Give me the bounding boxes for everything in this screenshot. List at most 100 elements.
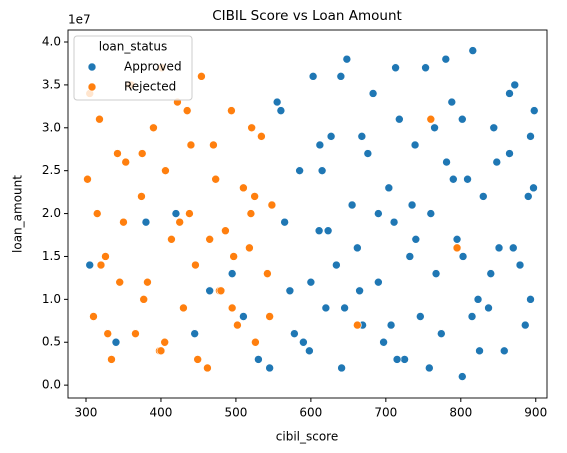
point bbox=[426, 209, 436, 218]
point bbox=[526, 295, 535, 304]
point bbox=[353, 320, 362, 330]
point bbox=[374, 209, 383, 218]
point bbox=[285, 286, 295, 296]
point bbox=[510, 80, 520, 90]
point bbox=[160, 337, 169, 347]
point bbox=[92, 209, 102, 218]
point bbox=[245, 243, 254, 253]
point bbox=[347, 200, 357, 210]
point bbox=[478, 192, 488, 201]
point bbox=[299, 337, 308, 347]
point bbox=[411, 235, 421, 244]
point bbox=[426, 114, 436, 124]
point bbox=[379, 337, 388, 347]
point bbox=[101, 252, 110, 261]
point bbox=[314, 226, 324, 236]
point bbox=[295, 166, 304, 175]
point bbox=[239, 312, 248, 321]
point bbox=[265, 363, 274, 373]
point bbox=[457, 372, 467, 381]
point bbox=[499, 346, 509, 356]
point bbox=[143, 277, 152, 287]
point bbox=[447, 97, 457, 107]
y-tick-label: 0.0 bbox=[42, 378, 61, 392]
point bbox=[121, 157, 131, 167]
x-tick-label: 800 bbox=[449, 406, 472, 420]
point bbox=[452, 243, 462, 253]
point bbox=[486, 269, 496, 278]
point bbox=[254, 355, 263, 364]
point bbox=[467, 312, 477, 321]
point bbox=[389, 217, 399, 227]
point bbox=[175, 217, 184, 227]
point bbox=[357, 132, 367, 141]
point bbox=[137, 192, 146, 201]
point bbox=[308, 72, 318, 81]
point bbox=[442, 157, 451, 167]
point bbox=[374, 277, 383, 287]
y-tick-label: 2.5 bbox=[42, 163, 61, 177]
point bbox=[407, 200, 417, 210]
x-axis-label: cibil_score bbox=[276, 430, 338, 444]
point bbox=[475, 346, 484, 356]
point bbox=[515, 260, 525, 270]
point bbox=[391, 63, 400, 73]
point bbox=[353, 243, 362, 253]
y-tick-label: 4.0 bbox=[42, 35, 61, 49]
point bbox=[111, 337, 121, 347]
point bbox=[190, 329, 199, 338]
point bbox=[247, 123, 256, 133]
point bbox=[113, 149, 122, 158]
points bbox=[83, 46, 539, 381]
point bbox=[306, 277, 316, 287]
point bbox=[107, 355, 116, 364]
point bbox=[276, 106, 286, 115]
point bbox=[337, 363, 346, 373]
point bbox=[179, 303, 188, 313]
point bbox=[191, 260, 200, 270]
y-tick-label: 1.5 bbox=[42, 249, 61, 263]
point bbox=[227, 269, 237, 278]
chart-title: CIBIL Score vs Loan Amount bbox=[212, 8, 402, 24]
point bbox=[203, 363, 212, 373]
point bbox=[209, 140, 218, 150]
legend-box bbox=[73, 35, 193, 101]
point bbox=[227, 106, 236, 115]
point bbox=[186, 140, 196, 150]
point bbox=[119, 217, 128, 227]
point bbox=[400, 355, 409, 364]
point bbox=[83, 174, 92, 184]
point bbox=[492, 157, 502, 167]
x-tick-label: 400 bbox=[149, 406, 172, 420]
point bbox=[425, 363, 434, 373]
point bbox=[468, 46, 478, 55]
point bbox=[205, 235, 214, 244]
point bbox=[452, 235, 462, 244]
point bbox=[441, 54, 451, 64]
point bbox=[326, 132, 336, 141]
point bbox=[405, 252, 415, 261]
point bbox=[171, 209, 181, 218]
point bbox=[197, 72, 206, 81]
x-tick-label: 500 bbox=[224, 406, 247, 420]
point bbox=[529, 106, 539, 115]
point bbox=[448, 174, 458, 184]
point bbox=[386, 320, 396, 330]
point bbox=[437, 329, 446, 338]
legend-label: Rejected bbox=[124, 80, 176, 94]
point bbox=[430, 123, 439, 133]
point bbox=[149, 123, 158, 133]
point bbox=[161, 166, 170, 175]
y-tick-label: 3.0 bbox=[42, 120, 61, 134]
point bbox=[227, 303, 237, 313]
point bbox=[257, 132, 266, 141]
point bbox=[458, 252, 468, 261]
point bbox=[89, 312, 98, 321]
y-tick-label: 1.0 bbox=[42, 292, 61, 306]
point bbox=[141, 217, 151, 227]
point bbox=[211, 174, 220, 184]
y-tick-label: 0.5 bbox=[42, 335, 61, 349]
point bbox=[523, 192, 533, 201]
point bbox=[221, 226, 230, 236]
point bbox=[182, 106, 192, 115]
